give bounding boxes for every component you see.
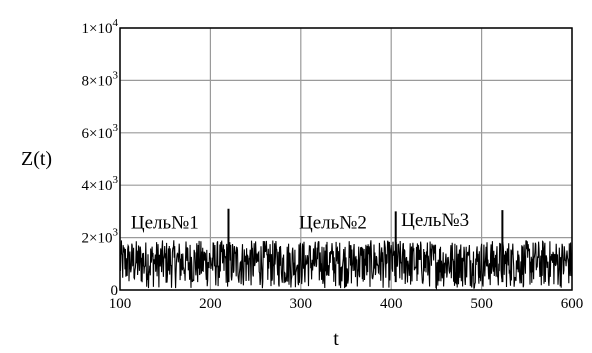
annotations: Цель№1 Цель№2 Цель№3 [131, 210, 469, 234]
x-tick-label: 200 [199, 296, 222, 312]
x-axis-label: t [333, 328, 339, 350]
plot-frame [119, 27, 573, 291]
x-tick-label: 400 [380, 296, 403, 312]
y-tick-labels: 0 2×103 4×103 6×103 8×103 1×104 [82, 17, 119, 299]
target-annotation: Цель№2 [299, 212, 367, 233]
y-tick-label: 4×103 [82, 174, 119, 194]
x-tick-label: 500 [470, 296, 493, 312]
y-tick-label: 2×103 [82, 227, 119, 247]
y-tick-label: 8×103 [82, 69, 119, 89]
x-tick-label: 600 [561, 296, 584, 312]
target-annotation: Цель№3 [401, 210, 469, 231]
y-tick-label: 0 [111, 283, 119, 299]
x-tick-label: 300 [290, 296, 313, 312]
x-tick-labels: 100 200 300 400 500 600 [109, 296, 584, 312]
peaks [227, 208, 504, 283]
y-tick-label: 6×103 [82, 122, 119, 142]
x-tick-label: 100 [109, 296, 132, 312]
y-axis-label: Z(t) [21, 148, 52, 170]
y-tick-label: 1×104 [82, 17, 119, 37]
series-line [119, 240, 573, 291]
target-annotation: Цель№1 [131, 212, 199, 233]
